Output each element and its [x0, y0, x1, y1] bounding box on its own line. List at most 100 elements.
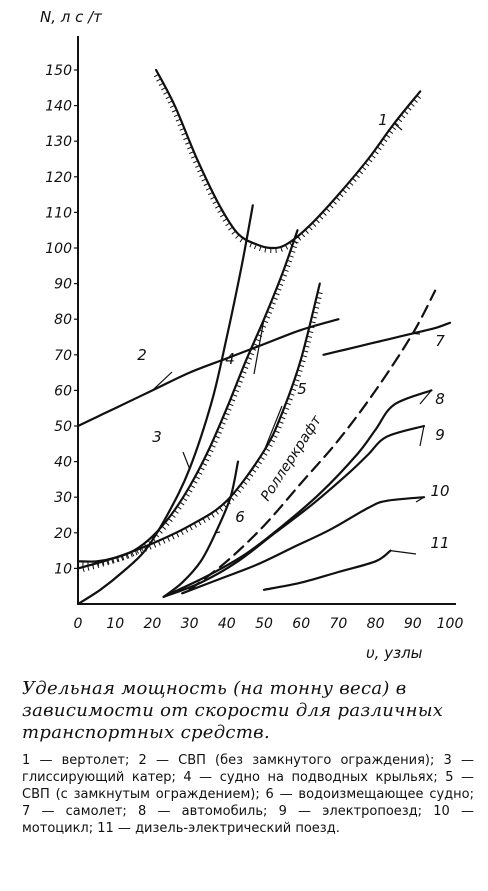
- hatch-mark: [121, 555, 125, 561]
- hatch-mark: [115, 557, 119, 563]
- y-tick-label: 80: [54, 312, 72, 328]
- hatch-mark: [367, 158, 373, 163]
- hatch-mark: [144, 546, 147, 552]
- series-line-5: [76, 282, 321, 570]
- hatch-mark: [157, 540, 161, 546]
- chart-labels: 1 2 3 4 5 6 7 8 9 10 11: [137, 111, 450, 555]
- hatch-mark: [335, 196, 341, 201]
- hatch-mark: [311, 222, 317, 227]
- hatch-mark: [397, 118, 403, 123]
- hatch-mark: [293, 240, 299, 244]
- leader-line-10: [415, 496, 425, 503]
- hatch-mark: [167, 100, 173, 104]
- hatch-mark: [255, 338, 261, 342]
- hatch-mark: [276, 287, 282, 291]
- leader-line-4: [253, 319, 265, 375]
- hatch-mark: [239, 485, 245, 489]
- hatch-mark: [272, 297, 278, 300]
- hatch-mark: [318, 215, 324, 220]
- hatch-mark: [290, 250, 296, 253]
- hatch-mark: [257, 460, 262, 465]
- hatch-mark: [125, 553, 129, 559]
- hatch-mark: [219, 507, 224, 512]
- hatch-mark: [373, 150, 379, 155]
- hatch-mark: [205, 187, 211, 191]
- hatch-mark: [82, 566, 85, 573]
- hatch-mark: [206, 453, 212, 457]
- hatch-mark: [193, 522, 197, 528]
- y-axis-title: N, л с /т: [40, 8, 103, 26]
- hatch-mark: [231, 230, 236, 235]
- hatch-mark: [189, 525, 193, 531]
- hatch-mark: [242, 481, 248, 485]
- hatch-mark: [212, 440, 218, 444]
- hatch-mark: [185, 141, 191, 145]
- hatch-mark: [199, 173, 205, 177]
- series-line-2: [76, 318, 340, 428]
- hatch-mark: [310, 321, 316, 324]
- hatch-mark: [232, 394, 238, 397]
- hatch-mark: [315, 219, 320, 224]
- series-line-1: [155, 68, 422, 250]
- series-line-11: [262, 549, 392, 591]
- hatch-mark: [287, 397, 293, 401]
- hatch-mark: [153, 542, 157, 548]
- hatch-mark: [211, 512, 215, 518]
- hatch-mark: [198, 520, 202, 526]
- leader-line-6: [215, 531, 221, 534]
- hatch-mark: [339, 193, 344, 198]
- hatch-mark: [212, 200, 218, 205]
- hatch-mark: [322, 211, 327, 216]
- hatch-mark: [195, 475, 200, 480]
- hatch-mark: [385, 134, 391, 139]
- leader-line-8: [419, 390, 432, 405]
- x-tick-label: 70: [329, 616, 347, 632]
- hatch-mark: [270, 301, 276, 305]
- hatch-mark: [182, 497, 188, 502]
- hatch-mark: [280, 278, 286, 282]
- hatch-mark: [167, 536, 170, 542]
- hatch-mark: [262, 452, 268, 456]
- hatch-mark: [342, 189, 347, 194]
- hatch-mark: [179, 501, 185, 506]
- hatch-mark: [261, 324, 267, 328]
- hatch-mark: [416, 95, 422, 100]
- hatch-mark: [171, 534, 175, 540]
- hatch-mark: [283, 269, 289, 272]
- hatch-mark: [210, 444, 216, 448]
- hatch-mark: [171, 109, 177, 113]
- hatch-mark: [185, 493, 190, 497]
- hatch-mark: [403, 110, 409, 115]
- series-line-3: [76, 204, 254, 606]
- hatch-mark: [299, 364, 305, 368]
- x-tick-label: 0: [74, 616, 83, 632]
- x-tick-label: 90: [404, 616, 422, 632]
- hatch-mark: [270, 439, 276, 443]
- hatch-mark: [237, 380, 243, 383]
- hatch-mark: [203, 183, 209, 187]
- hatch-mark: [224, 412, 230, 416]
- hatch-mark: [303, 350, 309, 353]
- hatch-mark: [241, 370, 247, 374]
- hatch-mark: [158, 82, 164, 86]
- hatch-mark: [391, 126, 397, 131]
- hatch-mark: [301, 355, 307, 358]
- hatch-mark: [281, 273, 287, 277]
- hatch-mark: [234, 389, 240, 393]
- hatch-mark: [164, 522, 170, 526]
- series-label-11: 11: [430, 534, 449, 552]
- hatch-mark: [181, 132, 187, 136]
- hatch-mark: [189, 151, 194, 155]
- hatch-mark: [268, 306, 274, 310]
- series-label-9: 9: [435, 426, 445, 444]
- hatch-mark: [291, 245, 297, 249]
- hatch-mark: [235, 384, 241, 388]
- hatch-mark: [179, 128, 185, 131]
- hatch-mark: [228, 226, 233, 231]
- x-axis-title: υ, узлы: [366, 644, 423, 662]
- series-line-9: [162, 424, 426, 598]
- leader-line-5: [263, 405, 283, 452]
- y-tick-label: 50: [54, 419, 72, 435]
- hatch-mark: [87, 565, 90, 571]
- series-line-rollercraft: [188, 289, 437, 591]
